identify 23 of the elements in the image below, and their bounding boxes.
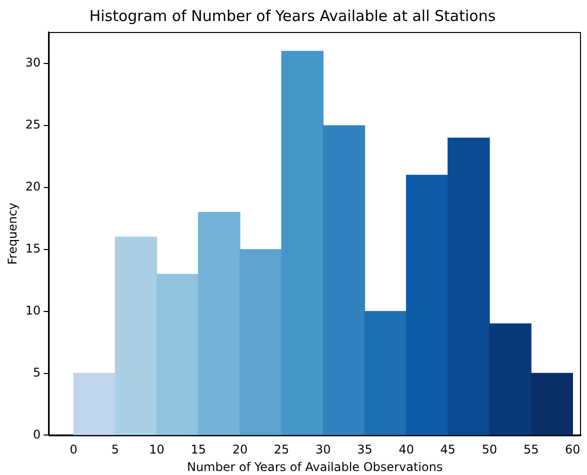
x-tick-label: 55 bbox=[523, 442, 539, 457]
y-tick-label: 10 bbox=[25, 303, 41, 318]
y-tick-label: 25 bbox=[25, 118, 41, 132]
x-axis-title: Number of Years of Available Observations bbox=[186, 460, 443, 474]
y-tick-label: 15 bbox=[25, 242, 41, 256]
x-tick-label: 45 bbox=[440, 442, 456, 457]
y-tick-label: 30 bbox=[25, 56, 41, 70]
x-tick-label: 25 bbox=[274, 442, 290, 457]
x-tick-label: 0 bbox=[70, 442, 78, 457]
x-tick-label: 60 bbox=[565, 442, 580, 457]
x-tick-label: 20 bbox=[232, 442, 248, 457]
y-axis-title: Frequency bbox=[5, 202, 20, 265]
y-tick-label: 5 bbox=[33, 365, 41, 380]
y-tick-label: 0 bbox=[33, 427, 41, 442]
x-tick-label: 10 bbox=[149, 442, 164, 457]
y-tick-label: 20 bbox=[25, 180, 41, 194]
x-tick-label: 15 bbox=[190, 442, 206, 457]
x-tick-label: 30 bbox=[316, 442, 331, 457]
x-tick-label: 50 bbox=[482, 442, 498, 457]
x-tick-label: 40 bbox=[398, 442, 414, 457]
x-tick-label: 5 bbox=[111, 442, 120, 457]
chart-title: Histogram of Number of Years Available at all Stations bbox=[89, 6, 496, 25]
x-tick-label: 35 bbox=[357, 442, 372, 457]
